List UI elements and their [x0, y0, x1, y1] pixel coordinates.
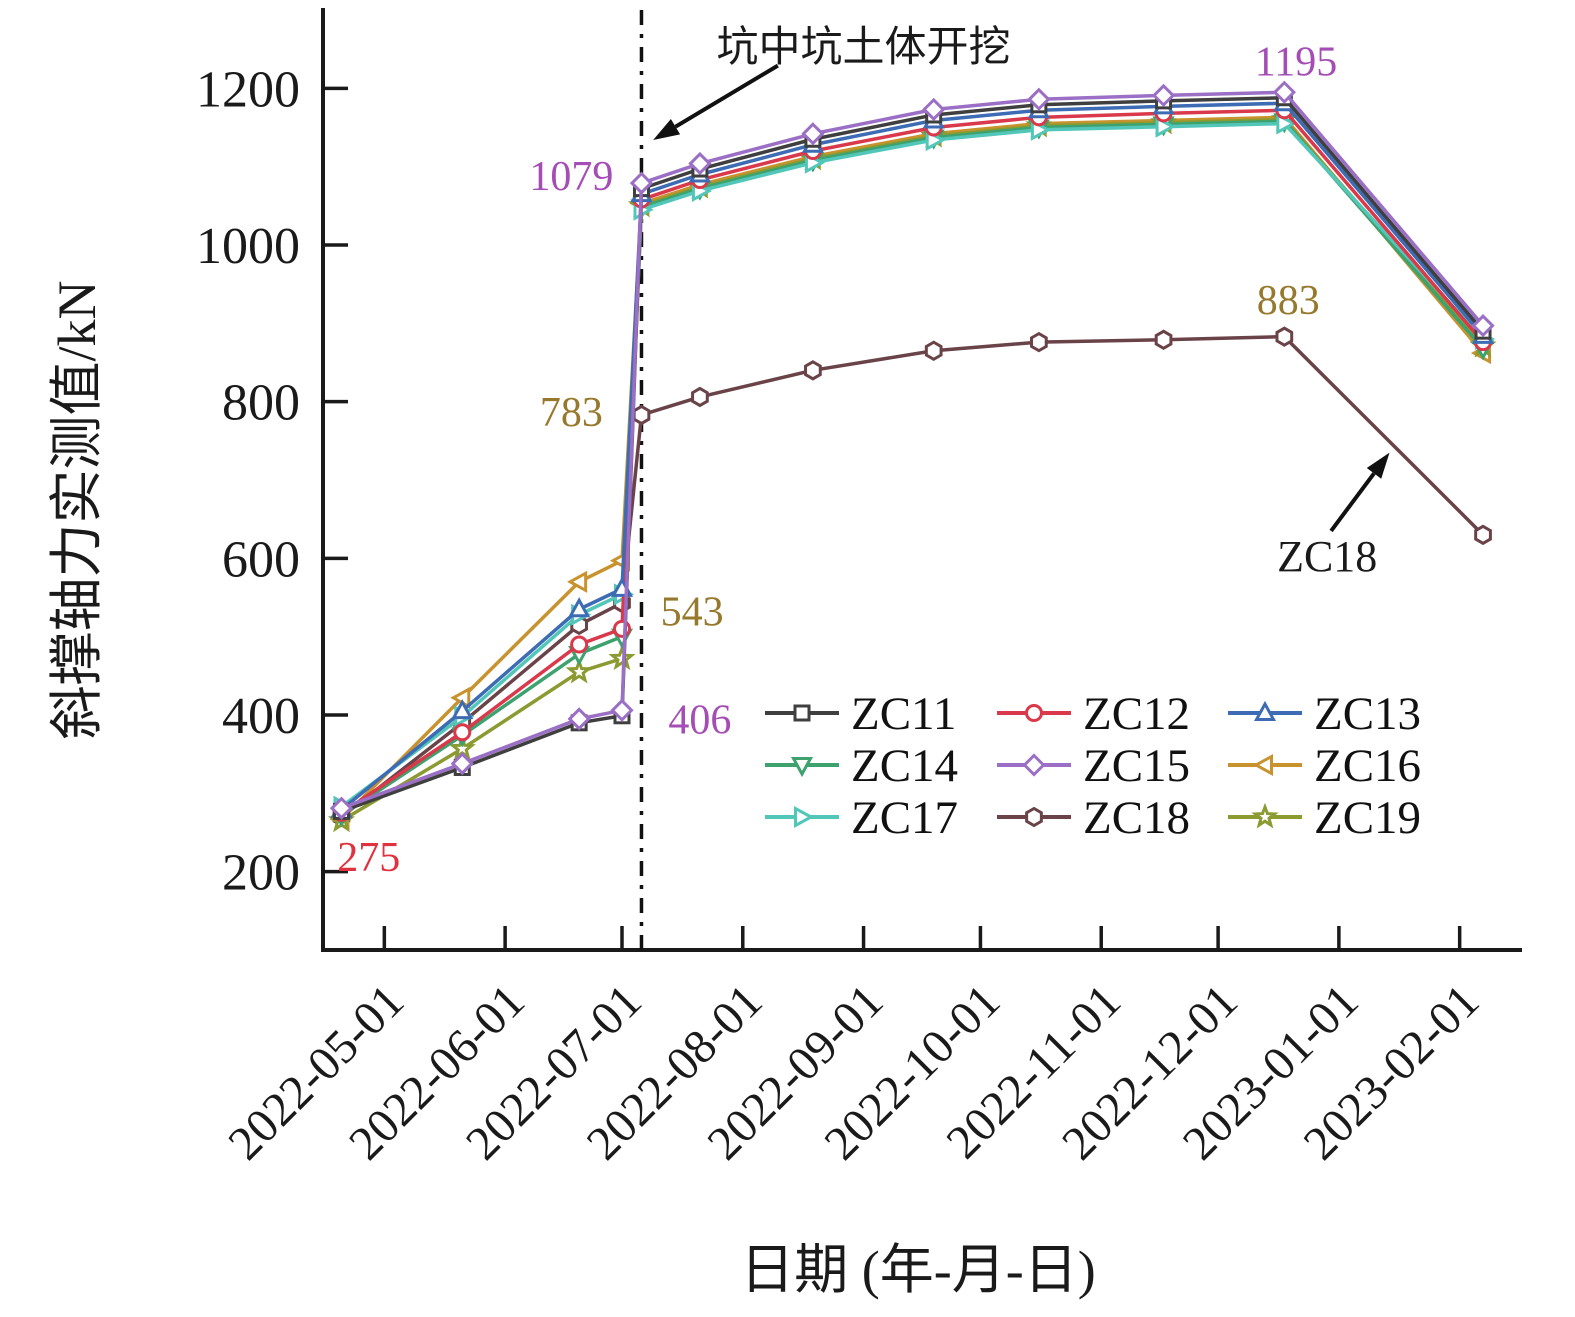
- marker-diamond: [1151, 83, 1176, 108]
- legend-label: ZC14: [851, 740, 958, 792]
- marker-triangle-up: [568, 597, 591, 618]
- y-tick-label: 1200: [196, 61, 300, 118]
- legend-label: ZC11: [851, 688, 956, 740]
- marker-diamond: [1272, 80, 1296, 104]
- marker-diamond: [450, 751, 474, 776]
- series-line-ZC15: [340, 90, 1485, 810]
- y-tick-label: 200: [222, 845, 300, 902]
- legend-item-ZC19: ZC19: [1228, 792, 1421, 844]
- marker-triangle-right: [1276, 112, 1297, 135]
- legend-label: ZC18: [1083, 792, 1190, 844]
- legend-item-ZC13: ZC13: [1228, 688, 1421, 740]
- marker-diamond: [1022, 753, 1046, 777]
- marker-hexagon: [1025, 806, 1043, 828]
- marker-triangle-left: [1252, 753, 1273, 777]
- arrow-head-icon: [1366, 452, 1390, 479]
- legend-item-ZC11: ZC11: [765, 688, 956, 740]
- marker-diamond: [610, 698, 634, 722]
- series-line-ZC11: [340, 95, 1485, 813]
- marker-triangle-right: [1155, 115, 1176, 138]
- marker-hexagon: [691, 386, 709, 408]
- marker-square: [793, 704, 811, 722]
- excavation-arrow: [653, 63, 779, 141]
- annotation-783: 783: [540, 390, 603, 436]
- marker-triangle-up: [451, 698, 474, 720]
- legend-label: ZC13: [1314, 688, 1421, 740]
- marker-hexagon: [1154, 329, 1173, 351]
- series-ZC15: [329, 80, 1495, 820]
- series-line-ZC17: [340, 121, 1485, 809]
- marker-hexagon: [804, 360, 822, 381]
- y-tick-label: 400: [222, 688, 300, 745]
- marker-diamond: [801, 122, 825, 146]
- legend-item-ZC18: ZC18: [997, 792, 1190, 844]
- annotation-ZC18: ZC18: [1277, 532, 1377, 581]
- marker-triangle-right: [794, 805, 815, 829]
- marker-triangle-down: [790, 757, 814, 778]
- marker-hexagon: [1030, 331, 1048, 353]
- marker-diamond: [1027, 87, 1051, 111]
- marker-star: [1251, 802, 1279, 829]
- annotation-406: 406: [668, 698, 731, 744]
- marker-star: [608, 644, 636, 671]
- annotation-1195: 1195: [1255, 40, 1337, 86]
- annotation-883: 883: [1257, 278, 1320, 324]
- legend-label: ZC16: [1314, 740, 1421, 792]
- series-line-ZC14: [340, 119, 1485, 817]
- marker-diamond: [567, 707, 591, 731]
- marker-hexagon: [1275, 326, 1294, 347]
- y-axis-title: 斜撑轴力实测值/kN: [47, 281, 107, 740]
- marker-diamond: [922, 97, 946, 122]
- legend-label: ZC12: [1083, 688, 1190, 740]
- marker-circle: [613, 619, 631, 638]
- y-tick-label: 1000: [196, 218, 300, 275]
- zc18-arrow: [1329, 452, 1390, 533]
- x-axis-title: 日期 (年-月-日): [740, 1240, 1095, 1300]
- marker-diamond: [329, 796, 354, 820]
- marker-circle: [1025, 704, 1043, 722]
- legend-item-ZC17: ZC17: [765, 792, 958, 844]
- marker-diamond: [688, 151, 712, 176]
- arrow-head-icon: [653, 118, 681, 141]
- marker-triangle-left: [567, 570, 588, 593]
- legend-item-ZC15: ZC15: [997, 740, 1190, 792]
- legend-item-ZC12: ZC12: [997, 688, 1190, 740]
- annotation-275: 275: [337, 835, 400, 881]
- series-line-ZC12: [340, 108, 1485, 815]
- y-tick-label: 600: [222, 531, 300, 588]
- legend-label: ZC19: [1314, 792, 1421, 844]
- annotation-1079: 1079: [529, 154, 613, 200]
- marker-triangle-up: [1253, 700, 1277, 721]
- series-line-ZC16: [340, 115, 1485, 821]
- marker-hexagon: [924, 340, 943, 361]
- legend-item-ZC16: ZC16: [1228, 740, 1421, 792]
- legend-label: ZC15: [1083, 740, 1190, 792]
- legend: ZC11 ZC12 ZC13 ZC14 ZC15 ZC16 ZC17 ZC18 ZC19: [765, 688, 1421, 844]
- series-line-ZC13: [340, 101, 1485, 812]
- legend-label: ZC17: [851, 792, 958, 844]
- legend-item-ZC14: ZC14: [765, 740, 958, 792]
- annotation-543: 543: [661, 590, 724, 636]
- marker-circle: [453, 723, 472, 742]
- arrow-shaft: [674, 63, 779, 129]
- arrow-shaft: [1329, 472, 1376, 533]
- marker-star: [565, 657, 593, 684]
- series-line-ZC18: [340, 334, 1485, 819]
- marker-diamond: [1471, 314, 1495, 338]
- marker-diamond: [629, 171, 654, 195]
- y-tick-label: 800: [222, 375, 300, 432]
- annotation-坑中坑土体开挖: 坑中坑土体开挖: [717, 24, 1011, 71]
- marker-circle: [570, 635, 589, 654]
- marker-hexagon: [632, 404, 651, 426]
- marker-hexagon: [1474, 524, 1492, 546]
